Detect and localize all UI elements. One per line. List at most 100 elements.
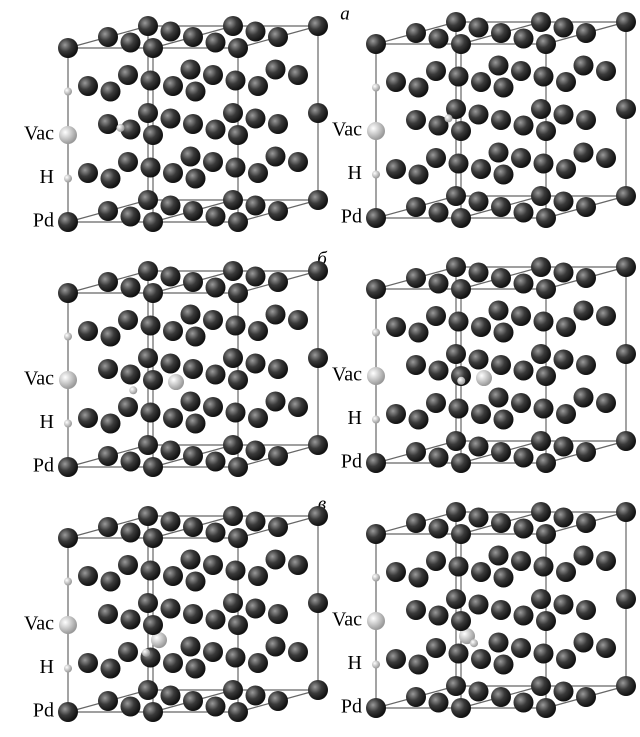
vacancy <box>367 122 385 140</box>
pd-atom <box>248 321 268 341</box>
pd-atom <box>266 637 286 657</box>
pd-atom <box>163 321 183 341</box>
pd-atom <box>143 457 163 477</box>
pd-label: Pd <box>341 206 362 228</box>
pd-atom <box>514 116 534 136</box>
pd-atom <box>228 125 248 145</box>
pd-atom <box>406 513 426 533</box>
pd-atom <box>223 103 243 123</box>
pd-atom <box>226 316 246 336</box>
panel-label: а <box>340 3 350 24</box>
pd-atom <box>268 359 288 379</box>
pd-atom <box>308 435 328 455</box>
pd-atom <box>163 163 183 183</box>
pd-atom <box>536 698 556 718</box>
vacancy <box>59 616 77 634</box>
pd-atom <box>101 572 121 592</box>
pd-atom <box>426 393 446 413</box>
pd-atom <box>206 207 226 227</box>
h-atom <box>372 574 380 582</box>
pd-atom <box>426 306 446 326</box>
pd-label: Pd <box>33 210 54 232</box>
pd-atom <box>469 192 489 212</box>
pd-atom <box>186 414 206 434</box>
pd-atom <box>469 263 489 283</box>
pd-atom <box>449 644 469 664</box>
pd-atom <box>138 103 158 123</box>
pd-atom <box>138 680 158 700</box>
h-atom <box>117 124 125 132</box>
pd-atom <box>471 562 491 582</box>
vacancy <box>476 370 492 386</box>
pd-atom <box>616 589 636 609</box>
pd-atom <box>181 305 201 325</box>
pd-atom <box>574 546 594 566</box>
pd-atom <box>449 154 469 174</box>
pd-atom <box>161 196 181 216</box>
pd-atom <box>406 355 426 375</box>
vac-label: Vac <box>24 368 54 390</box>
vac-label: Vac <box>332 119 362 141</box>
pd-atom <box>429 519 449 539</box>
pd-atom <box>186 169 206 189</box>
pd-atom <box>98 201 118 221</box>
pd-atom <box>161 22 181 42</box>
pd-atom <box>143 528 163 548</box>
h-label: H <box>40 411 54 433</box>
pd-atom <box>531 502 551 522</box>
pd-atom <box>449 312 469 332</box>
pd-atom <box>248 163 268 183</box>
h-atom <box>64 578 72 586</box>
pd-atom <box>246 196 266 216</box>
pd-atom <box>121 207 141 227</box>
pd-atom <box>554 18 574 38</box>
pd-atom <box>161 109 181 129</box>
pd-atom <box>246 512 266 532</box>
pd-atom <box>121 452 141 472</box>
pd-atom <box>449 557 469 577</box>
pd-atom <box>121 697 141 717</box>
pd-atom <box>531 431 551 451</box>
pd-atom <box>554 682 574 702</box>
pd-atom <box>203 555 223 575</box>
pd-atom <box>141 316 161 336</box>
pd-atom <box>596 393 616 413</box>
pd-atom <box>556 72 576 92</box>
pd-atom <box>491 197 511 217</box>
pd-atom <box>574 143 594 163</box>
pd-atom <box>574 56 594 76</box>
pd-atom <box>223 680 243 700</box>
pd-atom <box>554 192 574 212</box>
pd-atom <box>98 359 118 379</box>
pd-atom <box>556 562 576 582</box>
h-atom <box>445 114 453 122</box>
pd-atom <box>409 568 429 588</box>
h-atom <box>64 665 72 673</box>
pd-atom <box>534 644 554 664</box>
pd-atom <box>248 653 268 673</box>
pd-atom <box>469 682 489 702</box>
pd-atom <box>429 274 449 294</box>
pd-atom <box>143 125 163 145</box>
pd-atom <box>449 67 469 87</box>
pd-atom <box>596 638 616 658</box>
pd-atom <box>308 348 328 368</box>
pd-atom <box>429 29 449 49</box>
pd-atom <box>138 435 158 455</box>
pd-atom <box>121 365 141 385</box>
pd-atom <box>228 702 248 722</box>
pd-atom <box>514 519 534 539</box>
pd-atom <box>446 502 466 522</box>
pd-atom <box>471 159 491 179</box>
pd-atom <box>118 642 138 662</box>
pd-atom <box>536 208 556 228</box>
pd-atom <box>511 306 531 326</box>
pd-atom <box>206 697 226 717</box>
pd-atom <box>531 257 551 277</box>
pd-atom <box>98 691 118 711</box>
pd-atom <box>203 642 223 662</box>
pd-atom <box>531 589 551 609</box>
pd-atom <box>161 686 181 706</box>
pd-atom <box>268 446 288 466</box>
pd-atom <box>223 190 243 210</box>
